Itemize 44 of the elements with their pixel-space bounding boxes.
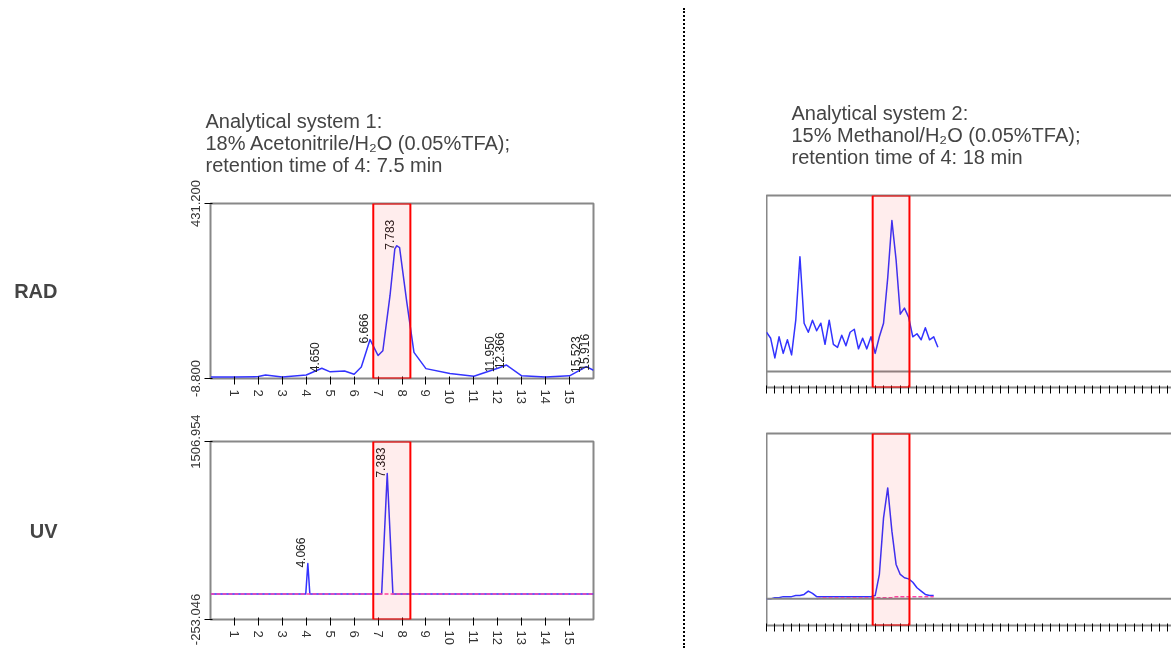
x-tick-label: 15 xyxy=(562,389,578,404)
y-axis-title: UV xyxy=(29,519,59,542)
x-tick-label: 13 xyxy=(514,389,530,404)
annotation: 6.666 xyxy=(356,313,371,344)
x-tick-label: 7 xyxy=(370,389,386,397)
chart-title: Analytical system 2: 15% Methanol/H₂O (0.05%TFA); retention time of 4: 18 min xyxy=(791,102,1081,168)
chart-title: Analytical system 1: 18% Acetonitrile/H₂O (0.05%TFA); retention time of 4: 7.5 min xyxy=(205,110,511,176)
annotation: 7.783 xyxy=(383,219,398,250)
x-tick-label: 6 xyxy=(346,389,362,397)
x-tick-label: 13 xyxy=(514,630,530,645)
x-tick-label: 2 xyxy=(250,389,266,397)
y-axis-title: RAD xyxy=(14,280,58,302)
x-tick-label: 9 xyxy=(418,630,434,638)
annotation: 4.066 xyxy=(294,537,309,568)
x-tick-label: 10 xyxy=(442,630,458,645)
x-tick-label: 6 xyxy=(346,630,362,638)
x-tick-label: 4 xyxy=(298,389,314,397)
y-tick-label: -8.800 xyxy=(187,360,203,397)
annotation: 7.383 xyxy=(373,447,388,478)
y-tick-label: 431.200 xyxy=(187,180,203,227)
x-tick-label: 12 xyxy=(490,389,506,404)
x-tick-label: 9 xyxy=(418,389,434,397)
x-tick-label: 3 xyxy=(274,389,290,397)
x-tick-label: 11 xyxy=(466,630,482,644)
y-tick-label: 1506.954 xyxy=(187,414,203,469)
x-tick-label: 5 xyxy=(322,389,338,397)
x-tick-label: 10 xyxy=(442,389,458,404)
x-tick-label: 1 xyxy=(226,389,242,397)
x-tick-label: 1 xyxy=(226,630,242,638)
x-tick-label: 5 xyxy=(322,630,338,638)
y-tick-label: -253.046 xyxy=(187,593,203,646)
x-tick-label: 3 xyxy=(274,630,290,638)
x-tick-label: 14 xyxy=(538,630,554,645)
x-tick-label: 2 xyxy=(250,630,266,638)
x-tick-label: 7 xyxy=(370,630,386,638)
annotation: 4.650 xyxy=(308,341,323,373)
x-tick-label: 8 xyxy=(394,389,410,397)
x-tick-label: 4 xyxy=(298,630,314,638)
x-tick-label: 11 xyxy=(466,389,482,403)
annotation: 12.366 xyxy=(493,332,508,370)
x-tick-label: 15 xyxy=(562,630,578,645)
x-tick-label: 8 xyxy=(394,630,410,638)
x-tick-label: 14 xyxy=(538,389,554,404)
x-tick-label: 12 xyxy=(490,630,506,645)
